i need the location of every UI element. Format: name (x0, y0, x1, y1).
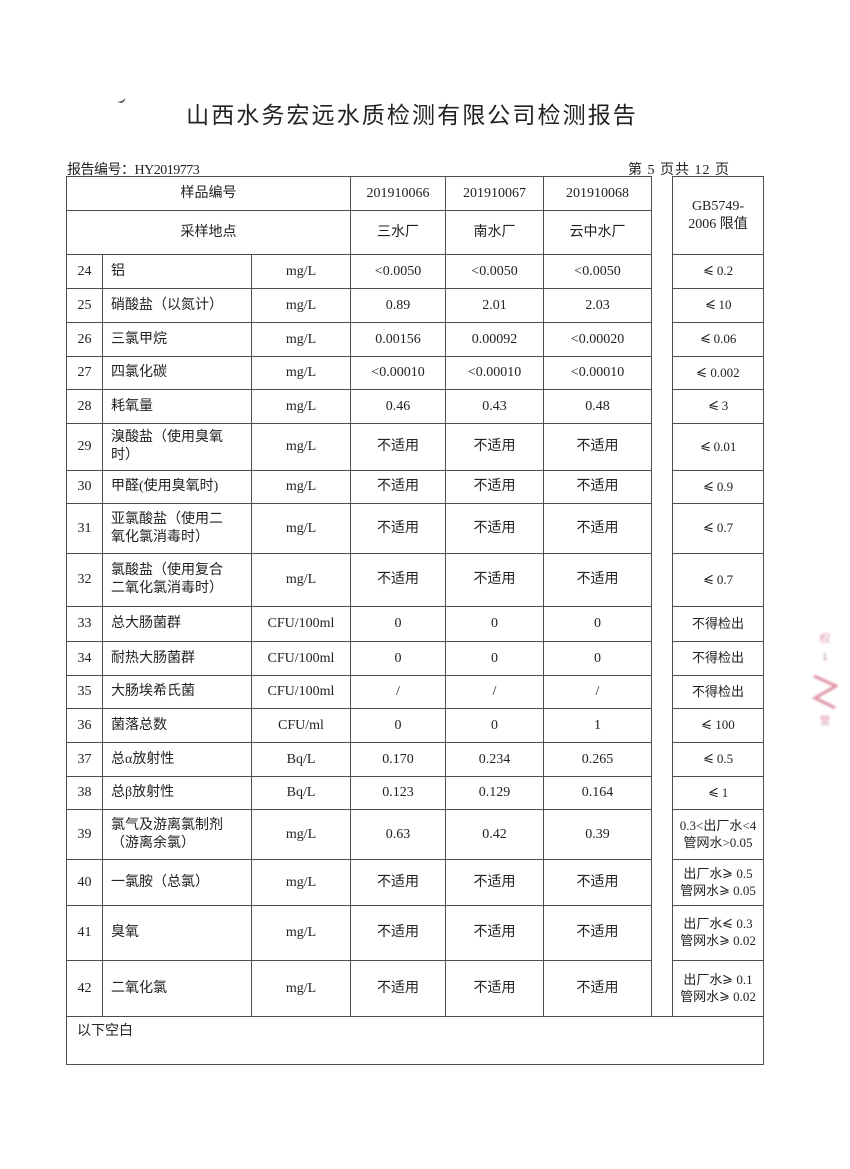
svg-text:1: 1 (822, 652, 828, 663)
svg-text:权: 权 (820, 632, 831, 645)
svg-text:誉: 誉 (820, 713, 831, 727)
